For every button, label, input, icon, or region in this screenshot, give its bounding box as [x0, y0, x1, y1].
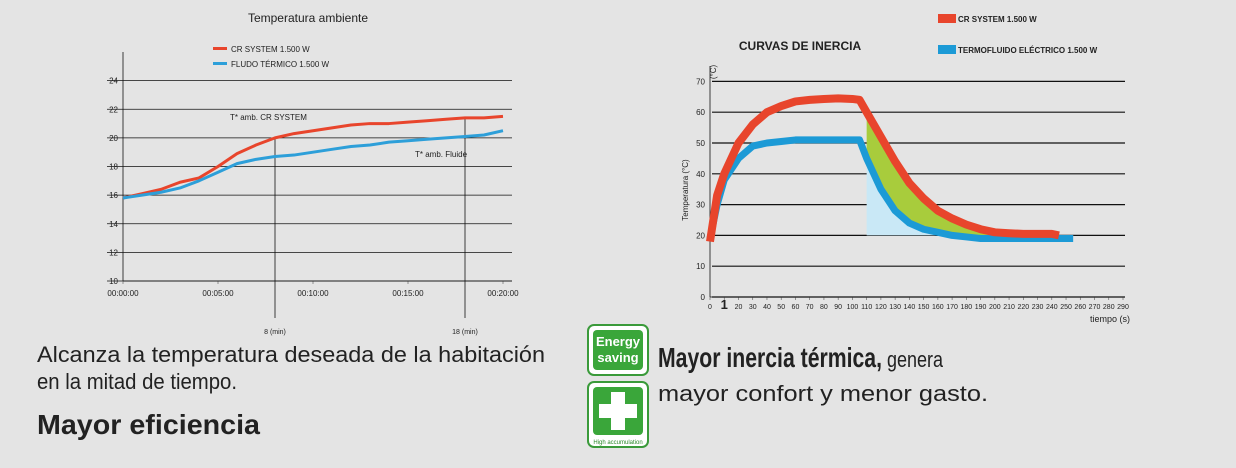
right-chart-title: CURVAS DE INERCIA	[739, 39, 862, 53]
x-tick-label: 20	[735, 304, 743, 311]
x-tick-label: 210	[1003, 304, 1015, 311]
line	[706, 136, 1074, 242]
badge-energy: Energy saving	[587, 324, 649, 376]
legend-label: CR SYSTEM 1.500 W	[231, 45, 310, 54]
x-tick-label: 40	[763, 304, 771, 311]
x-tick-label: 250	[1060, 304, 1072, 311]
x-tick-label: 170	[946, 304, 958, 311]
annotation: T* amb. CR SYSTEM	[230, 113, 307, 122]
caption-text: genera	[887, 347, 944, 372]
x-tick-label: 30	[749, 304, 757, 311]
x-tick-label: 0	[708, 304, 712, 311]
x-tick-label: 100	[847, 304, 859, 311]
badge-cross	[599, 392, 637, 430]
x-tick-label: 00:00:00	[107, 289, 139, 298]
x-axis-label: tiempo (s)	[1090, 314, 1130, 324]
line	[122, 114, 504, 200]
x-tick-label: 00:15:00	[392, 289, 424, 298]
caption-line: mayor confort y menor gasto.	[658, 381, 988, 406]
y-tick-label: 70	[696, 77, 705, 86]
caption-line: Alcanza la temperatura deseada de la hab…	[37, 342, 545, 367]
x-tick-label: 70	[806, 304, 814, 311]
legend-swatch	[938, 14, 956, 23]
y-unit: (°C)	[709, 65, 718, 80]
left-chart-title: Temperatura ambiente	[248, 11, 368, 25]
legend-swatch	[213, 47, 227, 50]
x-tick-label: 80	[820, 304, 828, 311]
marker-label: 8 (min)	[264, 329, 286, 336]
badge-text: Energy	[596, 334, 641, 349]
y-tick-label: 20	[696, 231, 705, 240]
annotation: T* amb. Fluide	[415, 150, 468, 159]
badge-text: High accumulation	[593, 440, 642, 446]
y-tick-label: 14	[109, 220, 118, 229]
line	[122, 129, 504, 200]
y-tick-label: 18	[109, 163, 118, 172]
badge-accumulation: High accumulation	[587, 381, 649, 448]
x-tick-label: 150	[918, 304, 930, 311]
line	[706, 94, 1060, 243]
caption-heading: Mayor eficiencia	[37, 409, 260, 440]
x-tick-label: 280	[1103, 304, 1115, 311]
x-tick-label: 260	[1074, 304, 1086, 311]
x-tick-label: 1	[721, 297, 728, 312]
y-tick-label: 10	[109, 277, 118, 286]
x-tick-label: 200	[989, 304, 1001, 311]
x-tick-label: 290	[1117, 304, 1129, 311]
legend-swatch	[938, 45, 956, 54]
x-tick-label: 120	[875, 304, 887, 311]
x-tick-label: 270	[1089, 304, 1101, 311]
x-tick-label: 60	[792, 304, 800, 311]
caption-heading: Mayor inercia térmica,	[658, 342, 882, 373]
difference-area	[866, 112, 1074, 239]
x-tick-label: 90	[834, 304, 842, 311]
x-tick-label: 130	[889, 304, 901, 311]
legend-label: TERMOFLUIDO ELÉCTRICO 1.500 W	[958, 46, 1098, 55]
x-tick-label: 190	[975, 304, 987, 311]
y-tick-label: 40	[696, 170, 705, 179]
x-tick-label: 220	[1017, 304, 1029, 311]
legend-swatch	[213, 62, 227, 65]
y-tick-label: 22	[109, 105, 118, 114]
y-tick-label: 10	[696, 262, 705, 271]
y-tick-label: 16	[109, 191, 118, 200]
cooling-area	[866, 158, 1074, 239]
x-tick-label: 140	[904, 304, 916, 311]
y-tick-label: 20	[109, 134, 118, 143]
y-tick-label: 0	[701, 293, 706, 302]
caption-line: en la mitad de tiempo.	[37, 369, 237, 394]
x-tick-label: 50	[777, 304, 785, 311]
badge-fill	[593, 330, 643, 370]
x-tick-label: 00:05:00	[202, 289, 234, 298]
y-tick-label: 50	[696, 139, 705, 148]
legend-label: FLUDO TÉRMICO 1.500 W	[231, 60, 330, 69]
x-tick-label: 230	[1032, 304, 1044, 311]
legend-label: CR SYSTEM 1.500 W	[958, 15, 1037, 24]
y-axis-label: Temperatura (°C)	[681, 159, 690, 221]
x-tick-label: 00:20:00	[487, 289, 519, 298]
badge-text: saving	[597, 350, 638, 365]
x-tick-label: 180	[961, 304, 973, 311]
marker-label: 18 (min)	[452, 329, 478, 336]
y-tick-label: 24	[109, 77, 118, 86]
y-tick-label: 12	[109, 248, 118, 257]
y-tick-label: 30	[696, 201, 705, 210]
x-tick-label: 160	[932, 304, 944, 311]
y-tick-label: 60	[696, 108, 705, 117]
x-tick-label: 240	[1046, 304, 1058, 311]
x-tick-label: 00:10:00	[297, 289, 329, 298]
x-tick-label: 110	[861, 304, 872, 311]
